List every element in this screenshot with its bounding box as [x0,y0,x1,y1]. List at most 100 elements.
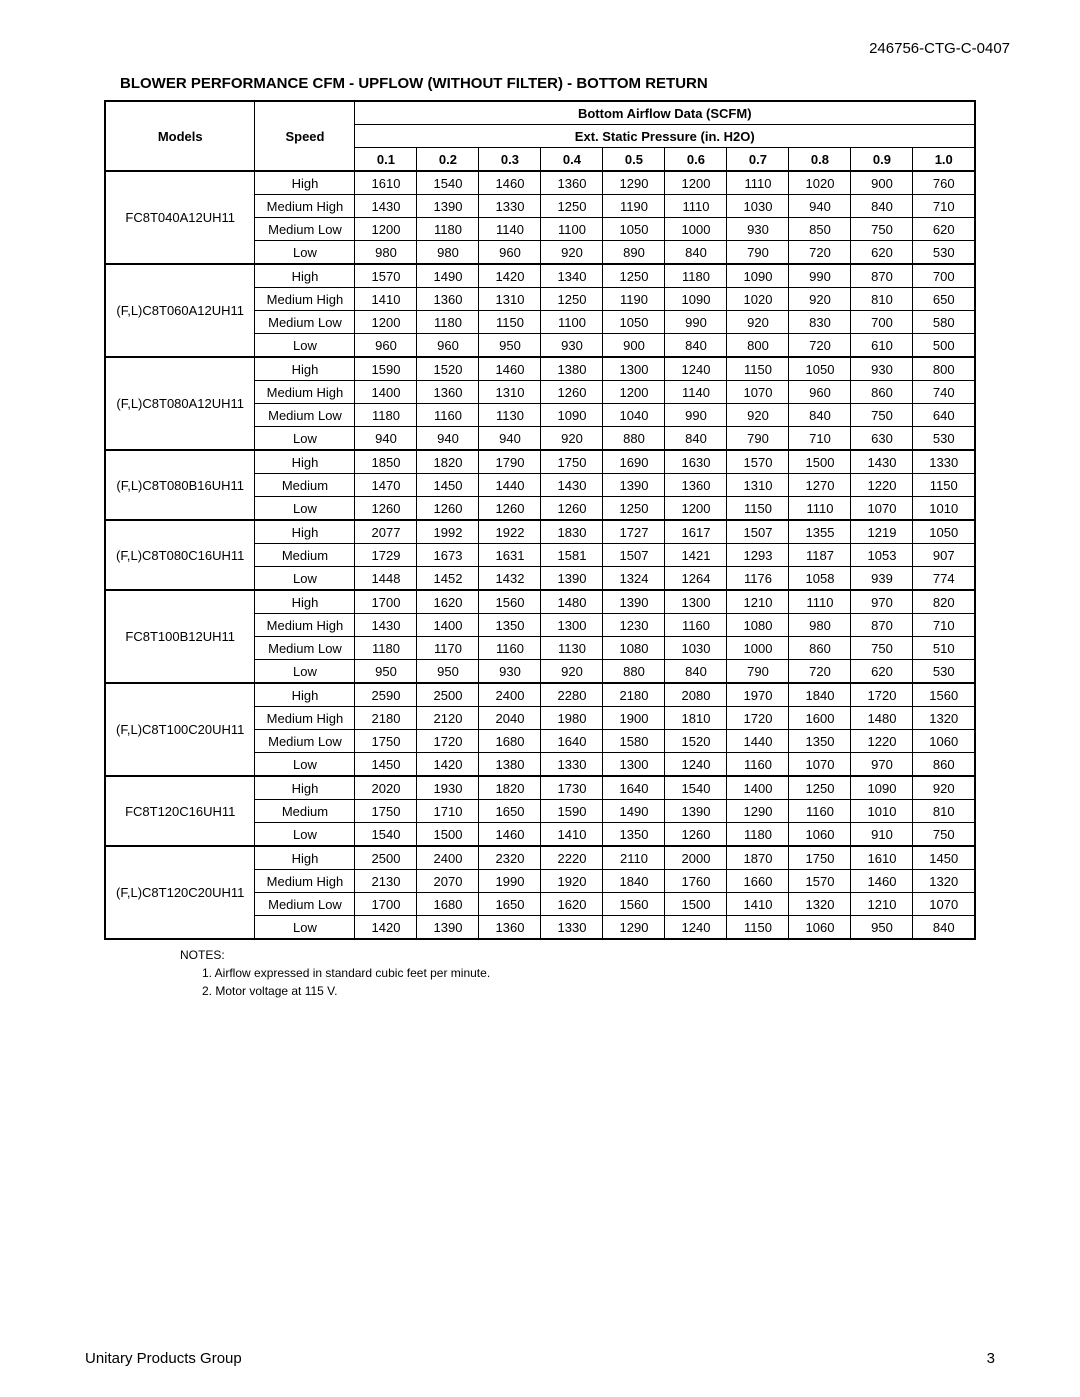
value-cell: 1992 [417,520,479,544]
value-cell: 1350 [789,730,851,753]
value-cell: 1060 [789,823,851,847]
speed-cell: High [255,776,355,800]
value-cell: 2400 [479,683,541,707]
value-cell: 620 [851,660,913,684]
value-cell: 1330 [479,195,541,218]
value-cell: 1820 [479,776,541,800]
value-cell: 1290 [727,800,789,823]
value-cell: 1710 [417,800,479,823]
value-cell: 2590 [355,683,417,707]
value-cell: 1300 [603,753,665,777]
value-cell: 800 [727,334,789,358]
value-cell: 1570 [727,450,789,474]
value-cell: 1350 [603,823,665,847]
value-cell: 2070 [417,870,479,893]
col-header-pressure: 0.1 [355,148,417,172]
col-header-models: Models [105,101,255,171]
value-cell: 1432 [479,567,541,591]
value-cell: 840 [665,334,727,358]
value-cell: 1507 [603,544,665,567]
value-cell: 2077 [355,520,417,544]
value-cell: 1727 [603,520,665,544]
value-cell: 980 [417,241,479,265]
value-cell: 920 [727,404,789,427]
value-cell: 960 [789,381,851,404]
blower-table: ModelsSpeedBottom Airflow Data (SCFM)Ext… [104,100,976,940]
value-cell: 1360 [417,381,479,404]
value-cell: 1390 [417,195,479,218]
value-cell: 840 [665,427,727,451]
value-cell: 840 [913,916,975,940]
value-cell: 939 [851,567,913,591]
speed-cell: High [255,520,355,544]
value-cell: 990 [665,404,727,427]
value-cell: 1390 [417,916,479,940]
speed-cell: Low [255,241,355,265]
value-cell: 1990 [479,870,541,893]
value-cell: 920 [541,660,603,684]
value-cell: 620 [851,241,913,265]
value-cell: 950 [355,660,417,684]
value-cell: 1050 [789,357,851,381]
value-cell: 1500 [789,450,851,474]
value-cell: 1420 [355,916,417,940]
value-cell: 1490 [417,264,479,288]
value-cell: 1400 [727,776,789,800]
value-cell: 940 [355,427,417,451]
value-cell: 1080 [603,637,665,660]
value-cell: 720 [789,660,851,684]
value-cell: 1090 [727,264,789,288]
value-cell: 2220 [541,846,603,870]
value-cell: 1480 [851,707,913,730]
speed-cell: Medium [255,800,355,823]
speed-cell: Medium High [255,195,355,218]
value-cell: 2080 [665,683,727,707]
table-row: FC8T040A12UH11High1610154014601360129012… [105,171,975,195]
value-cell: 610 [851,334,913,358]
col-header-pressure: 0.7 [727,148,789,172]
value-cell: 630 [851,427,913,451]
value-cell: 810 [851,288,913,311]
value-cell: 1030 [727,195,789,218]
value-cell: 907 [913,544,975,567]
value-cell: 1264 [665,567,727,591]
value-cell: 1660 [727,870,789,893]
value-cell: 1250 [789,776,851,800]
value-cell: 900 [603,334,665,358]
notes-label: NOTES: [180,948,225,962]
value-cell: 1410 [727,893,789,916]
value-cell: 640 [913,404,975,427]
footer-left: Unitary Products Group [85,1350,242,1367]
model-cell: (F,L)C8T080B16UH11 [105,450,255,520]
value-cell: 1219 [851,520,913,544]
value-cell: 1260 [479,497,541,521]
value-cell: 790 [727,660,789,684]
model-cell: (F,L)C8T080A12UH11 [105,357,255,450]
value-cell: 774 [913,567,975,591]
value-cell: 1840 [603,870,665,893]
value-cell: 1260 [665,823,727,847]
value-cell: 750 [851,637,913,660]
value-cell: 2130 [355,870,417,893]
value-cell: 950 [479,334,541,358]
value-cell: 1200 [665,171,727,195]
value-cell: 1290 [603,171,665,195]
table-row: (F,L)C8T080C16UH11High207719921922183017… [105,520,975,544]
value-cell: 1540 [355,823,417,847]
value-cell: 1390 [665,800,727,823]
value-cell: 2110 [603,846,665,870]
value-cell: 1970 [727,683,789,707]
col-header-topline: Bottom Airflow Data (SCFM) [355,101,975,125]
value-cell: 1330 [541,916,603,940]
table-row: FC8T100B12UH11High1700162015601480139013… [105,590,975,614]
value-cell: 930 [851,357,913,381]
value-cell: 880 [603,660,665,684]
value-cell: 1040 [603,404,665,427]
value-cell: 760 [913,171,975,195]
value-cell: 1240 [665,916,727,940]
col-header-pressure: 0.3 [479,148,541,172]
value-cell: 720 [789,241,851,265]
value-cell: 970 [851,753,913,777]
value-cell: 2040 [479,707,541,730]
value-cell: 530 [913,660,975,684]
